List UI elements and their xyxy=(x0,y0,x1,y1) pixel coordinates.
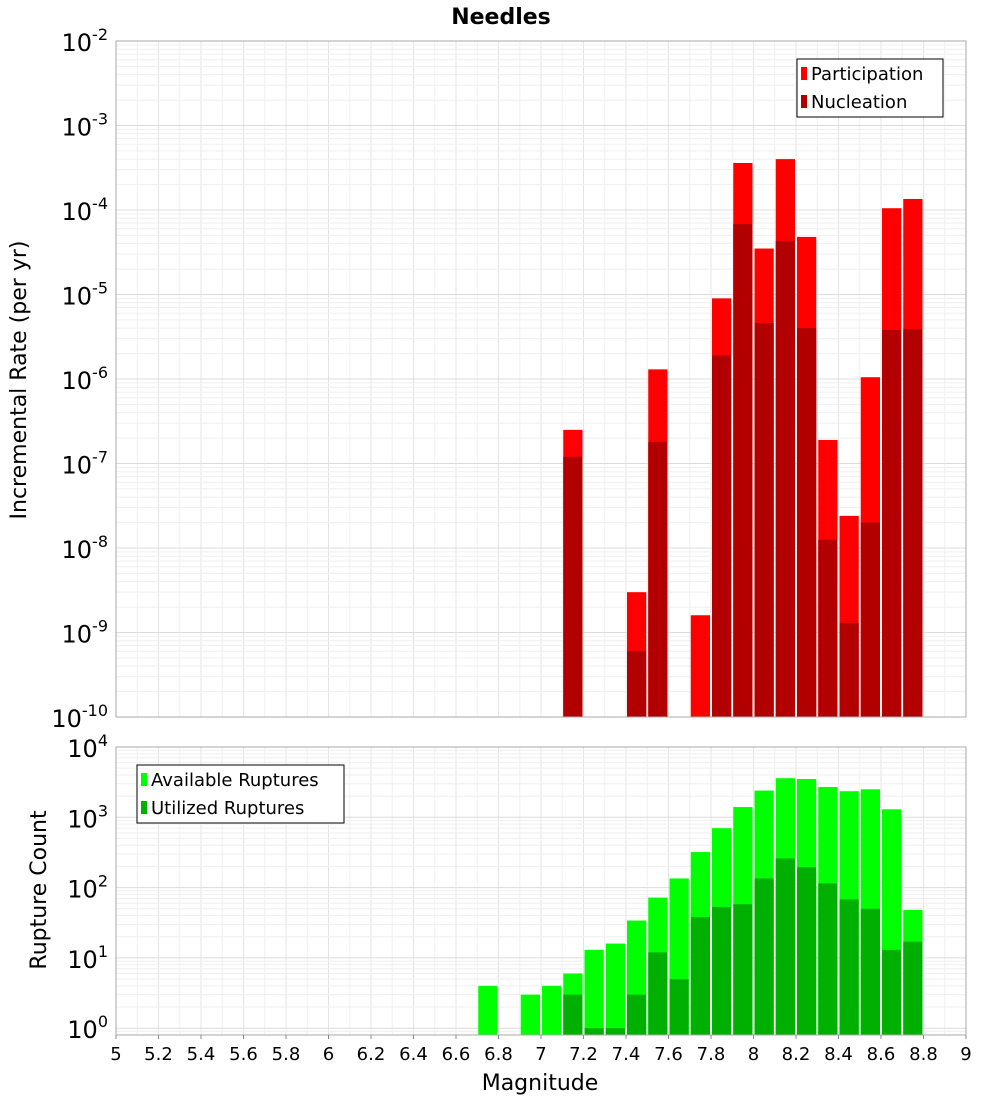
top-bar xyxy=(627,651,647,717)
bottom-bar xyxy=(903,941,923,1035)
bottom-bar xyxy=(605,943,625,1035)
x-tick-label: 5.4 xyxy=(187,1044,216,1065)
top-bar xyxy=(733,224,753,717)
top-bar xyxy=(563,456,583,717)
top-y-tick-label: 10-4 xyxy=(62,194,109,226)
x-tick-label: 5.2 xyxy=(144,1044,173,1065)
top-y-tick-label: 10-9 xyxy=(62,617,109,649)
top-y-tick-label: 10-7 xyxy=(62,448,109,480)
bottom-bar xyxy=(627,994,647,1035)
x-tick-label: 6.2 xyxy=(357,1044,386,1065)
x-tick-label: 7.6 xyxy=(654,1044,683,1065)
top-y-tick-label: 10-3 xyxy=(62,110,109,142)
top-y-tick-label: 10-6 xyxy=(62,363,109,395)
bottom-bar xyxy=(797,867,817,1035)
bottom-legend-label: Utilized Ruptures xyxy=(151,798,304,819)
top-bar xyxy=(797,328,817,717)
top-bar xyxy=(839,622,859,717)
x-tick-label: 5 xyxy=(110,1044,121,1065)
x-tick-label: 8.6 xyxy=(867,1044,896,1065)
x-tick-label: 5.8 xyxy=(272,1044,301,1065)
top-bar xyxy=(754,322,774,717)
bottom-bar xyxy=(754,878,774,1035)
bottom-bar xyxy=(712,906,732,1035)
bottom-bar xyxy=(605,1028,625,1035)
bottom-bar xyxy=(839,899,859,1035)
top-y-tick-label: 10-8 xyxy=(62,532,109,564)
x-tick-label: 8 xyxy=(748,1044,759,1065)
bottom-legend-box xyxy=(136,764,345,824)
top-grid xyxy=(115,41,967,718)
top-legend-label: Nucleation xyxy=(811,92,907,113)
bottom-bar xyxy=(648,952,668,1035)
bottom-y-tick-label: 101 xyxy=(67,942,108,974)
bottom-bar xyxy=(542,985,562,1035)
x-tick-label: 9 xyxy=(960,1044,971,1065)
bottom-y-tick-label: 104 xyxy=(67,731,108,763)
top-y-tick-label: 10-10 xyxy=(51,701,108,733)
bottom-bar xyxy=(733,904,753,1035)
x-tick-label: 6.6 xyxy=(442,1044,471,1065)
x-tick-label: 8.8 xyxy=(909,1044,938,1065)
x-tick-label: 7.8 xyxy=(697,1044,726,1065)
bottom-bar xyxy=(669,979,689,1035)
top-y-axis-label: Incremental Rate (per yr) xyxy=(7,241,32,520)
top-bar xyxy=(860,522,880,717)
bottom-y-axis-label: Rupture Count xyxy=(27,810,52,970)
bottom-series-1 xyxy=(563,858,923,1035)
top-bar xyxy=(903,329,923,717)
chart-title: Needles xyxy=(451,5,551,30)
x-tick-label: 5.6 xyxy=(229,1044,258,1065)
bottom-bar xyxy=(563,994,583,1035)
bottom-bar xyxy=(584,949,604,1035)
bottom-legend-swatch xyxy=(141,801,147,814)
top-legend: Participation Nucleation xyxy=(796,58,944,118)
bottom-legend-label: Available Ruptures xyxy=(151,770,319,791)
top-plot-frame xyxy=(115,40,967,718)
top-legend-swatch xyxy=(801,67,807,80)
top-legend-swatch xyxy=(801,95,807,108)
bottom-bar xyxy=(882,949,902,1035)
top-y-tick-label: 10-2 xyxy=(62,25,109,57)
top-legend-box xyxy=(796,58,944,118)
top-bar xyxy=(712,355,732,717)
top-bar xyxy=(775,240,795,717)
top-bar xyxy=(648,441,668,717)
top-y-tick-label: 10-5 xyxy=(62,279,109,311)
bottom-bar xyxy=(478,985,498,1035)
x-tick-label: 6.4 xyxy=(399,1044,428,1065)
bottom-bar xyxy=(690,917,710,1035)
x-tick-label: 7.2 xyxy=(569,1044,598,1065)
x-tick-label: 7 xyxy=(535,1044,546,1065)
bottom-legend-swatch xyxy=(141,773,147,786)
bottom-bar xyxy=(818,883,838,1035)
bottom-y-tick-label: 103 xyxy=(67,801,108,833)
x-axis-label: Magnitude xyxy=(482,1071,599,1096)
bottom-y-tick-label: 102 xyxy=(67,872,108,904)
bottom-bar xyxy=(860,908,880,1035)
top-legend-label: Participation xyxy=(811,64,923,85)
top-bar xyxy=(818,539,838,717)
top-bar xyxy=(690,615,710,717)
bottom-legend: Available Ruptures Utilized Ruptures xyxy=(136,764,345,824)
bottom-bar xyxy=(775,858,795,1035)
x-tick-label: 6.8 xyxy=(484,1044,513,1065)
bottom-bar xyxy=(584,1028,604,1035)
x-tick-label: 6 xyxy=(323,1044,334,1065)
bottom-bar xyxy=(520,994,540,1035)
top-series-1 xyxy=(563,224,923,717)
top-bar xyxy=(882,330,902,717)
x-tick-label: 8.2 xyxy=(782,1044,811,1065)
x-tick-label: 8.4 xyxy=(824,1044,853,1065)
x-tick-label: 7.4 xyxy=(612,1044,641,1065)
bottom-y-tick-label: 100 xyxy=(67,1012,108,1044)
